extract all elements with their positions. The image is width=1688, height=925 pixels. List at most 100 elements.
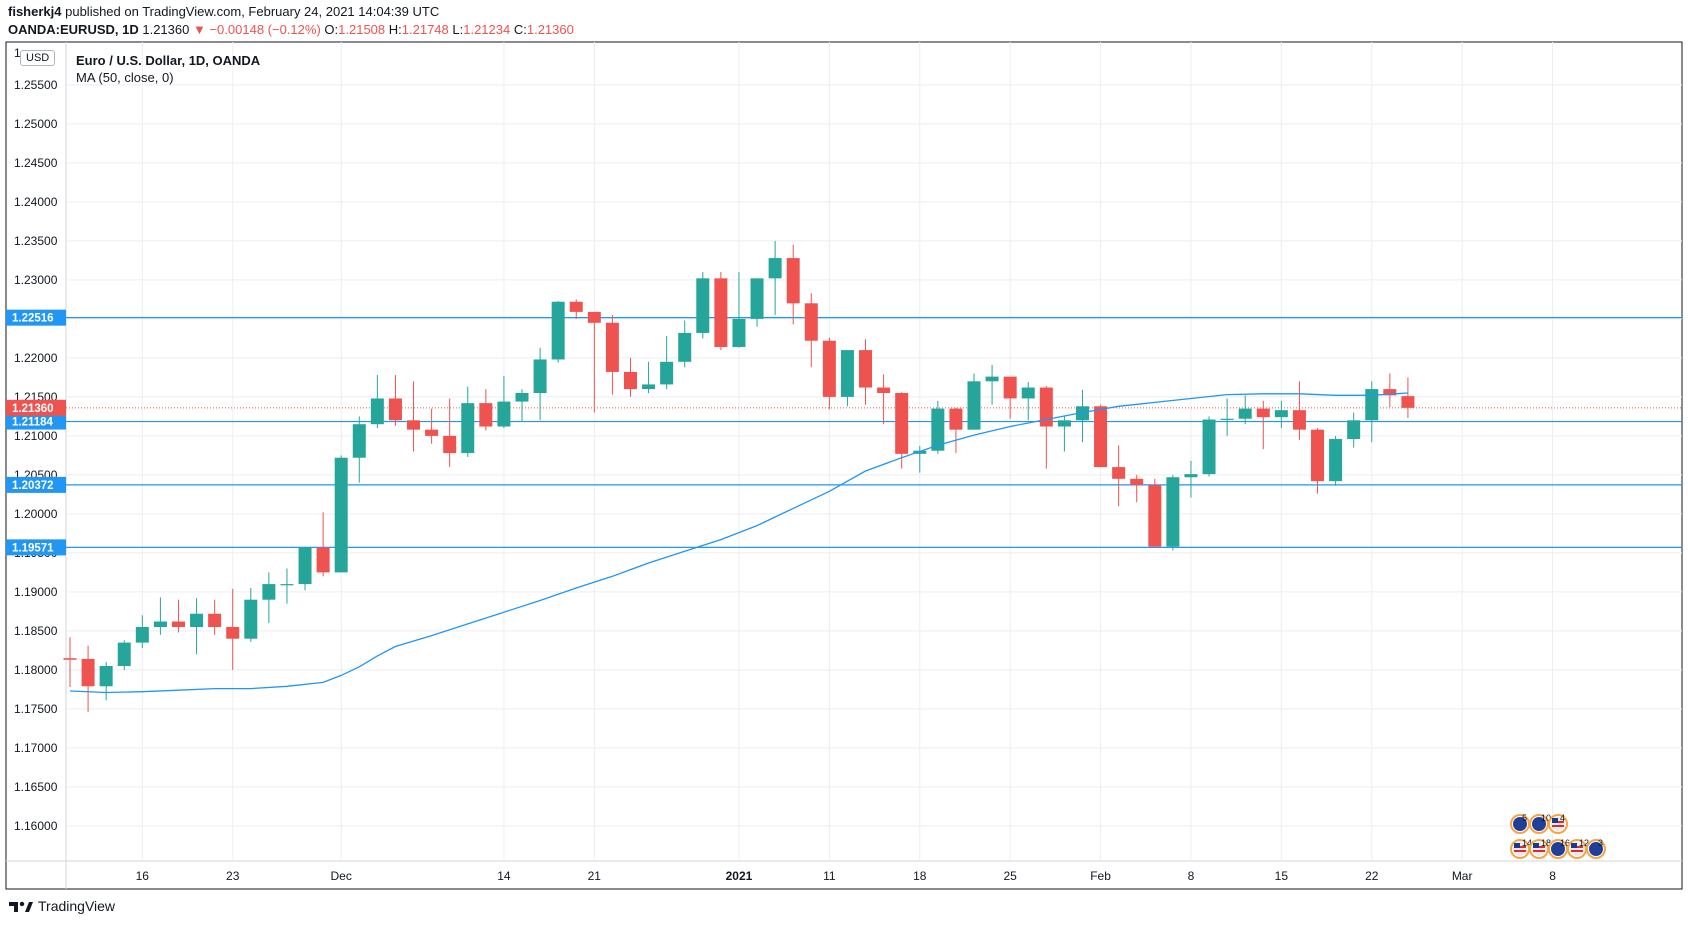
footer-brand[interactable]: TradingView [8,898,115,914]
candle [443,398,457,468]
candle [515,389,529,422]
candle [81,645,95,713]
candle [1003,376,1017,419]
level-label: 1.21184 [12,417,54,429]
candle-body [1094,406,1108,468]
candle-body [443,435,457,454]
candle [1148,478,1162,547]
tradingview-logo-icon [9,901,33,912]
candle [1039,385,1053,469]
price-change: ▼ −0.00148 (−0.12%) [192,22,321,37]
candle-body [99,666,113,687]
candle [1184,460,1198,498]
candle [1057,416,1071,452]
candle-body [280,584,294,586]
candle [1401,377,1415,418]
candle-body [1202,419,1216,475]
currency-tag[interactable]: USD [20,50,56,66]
last-price-line: 1.21360 [6,399,1682,416]
last-price: 1.21360 [142,22,190,37]
candle [1202,416,1216,477]
candle [623,357,637,397]
candle-body [1148,485,1162,547]
candle-body [153,621,167,627]
candle [1075,389,1089,443]
candle-body [244,599,258,639]
candle-body [63,658,77,660]
candle [316,512,330,577]
eu-flag-icon [1589,842,1603,856]
candle [967,373,981,430]
candle-body [1256,408,1270,418]
candle [859,339,873,405]
candle [1256,400,1270,450]
candle [352,416,366,483]
y-tick-label-partial: 1 [14,46,21,60]
candle-body [425,429,439,436]
symbol-label[interactable]: OANDA:EURUSD, 1D [8,22,139,37]
candle [1347,412,1361,448]
candle-body [1274,410,1288,418]
badge-count: 10 [1541,813,1551,823]
us-flag-stripe [1514,850,1526,852]
level-label: 1.22516 [12,313,54,325]
candle-body [569,301,583,312]
us-flag-stripe [1552,825,1564,827]
eu-flag-icon [1551,842,1565,856]
badge-count: 5 [1522,813,1527,823]
moving-average [69,392,1408,694]
low-label: L: [452,22,464,37]
publish-info: fisherkj4 published on TradingView.com, … [8,3,439,21]
x-tick-label: 8 [1549,869,1556,883]
candle-body [171,621,185,627]
publisher-name[interactable]: fisherkj4 [8,4,62,19]
y-tick-label: 1.21000 [14,429,58,443]
candle [949,407,963,454]
candle [298,546,312,591]
legend-title[interactable]: Euro / U.S. Dollar, 1D, OANDA [76,53,261,68]
x-tick-label: 8 [1188,869,1195,883]
candle-body [262,584,276,600]
x-tick-label: Mar [1452,869,1473,883]
candle [642,361,656,393]
candle [63,637,77,688]
us-flag-canton [1552,818,1558,823]
candle [334,455,348,573]
candle-body [786,258,800,304]
candle-body [407,420,421,430]
candle [262,572,276,624]
y-tick-label: 1.18000 [14,663,58,677]
candle-body [642,384,656,390]
candle-body [135,627,149,643]
candle-body [605,322,619,372]
candle [877,374,891,425]
y-tick-label: 1.25500 [14,78,58,92]
candle [370,375,384,429]
candle [153,597,167,635]
last-price-label: 1.21360 [12,403,54,415]
level-tag [6,413,66,430]
level-label: 1.20372 [12,480,54,492]
candle [895,392,909,469]
candle [190,598,204,655]
close-value: 1.21360 [526,22,574,37]
high-value: 1.21748 [401,22,449,37]
x-axis-labels: 16 23 Dec 14 21 2021 11 18 25 Feb 8 15 22 Mar 8 [136,869,1557,883]
eu-flag-icon [1532,817,1546,831]
candle-body [822,340,836,397]
last-price-tag [6,399,66,416]
open-value: 1.21508 [338,22,386,37]
candle [479,389,493,431]
candle [768,240,782,315]
candle-body [840,350,854,397]
candle-body [1039,387,1053,427]
candle [1274,400,1288,429]
candle [804,293,818,368]
legend-indicator[interactable]: MA (50, close, 0) [76,70,174,85]
candle [117,640,131,670]
candle [1329,435,1343,486]
candle [1220,398,1234,436]
badge-count: 4 [1560,813,1565,823]
candle-body [226,627,240,639]
